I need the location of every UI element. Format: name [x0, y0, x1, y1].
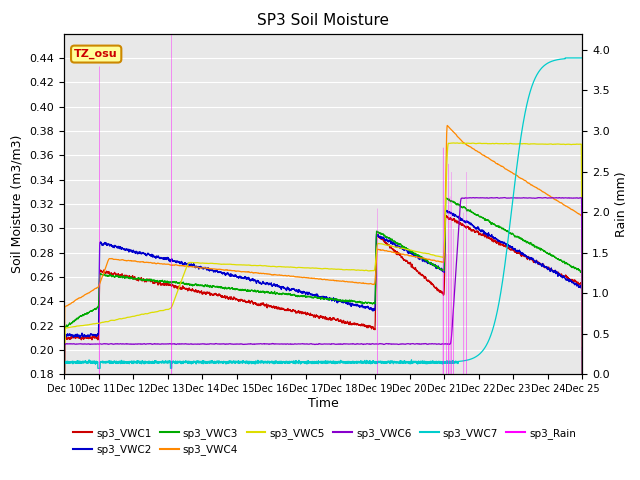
Legend: sp3_VWC1, sp3_VWC2, sp3_VWC3, sp3_VWC4, sp3_VWC5, sp3_VWC6, sp3_VWC7, sp3_Rain: sp3_VWC1, sp3_VWC2, sp3_VWC3, sp3_VWC4, …	[69, 424, 580, 459]
Text: TZ_osu: TZ_osu	[74, 49, 118, 59]
X-axis label: Time: Time	[308, 397, 339, 410]
Y-axis label: Rain (mm): Rain (mm)	[616, 171, 628, 237]
Y-axis label: Soil Moisture (m3/m3): Soil Moisture (m3/m3)	[11, 135, 24, 273]
Title: SP3 Soil Moisture: SP3 Soil Moisture	[257, 13, 389, 28]
